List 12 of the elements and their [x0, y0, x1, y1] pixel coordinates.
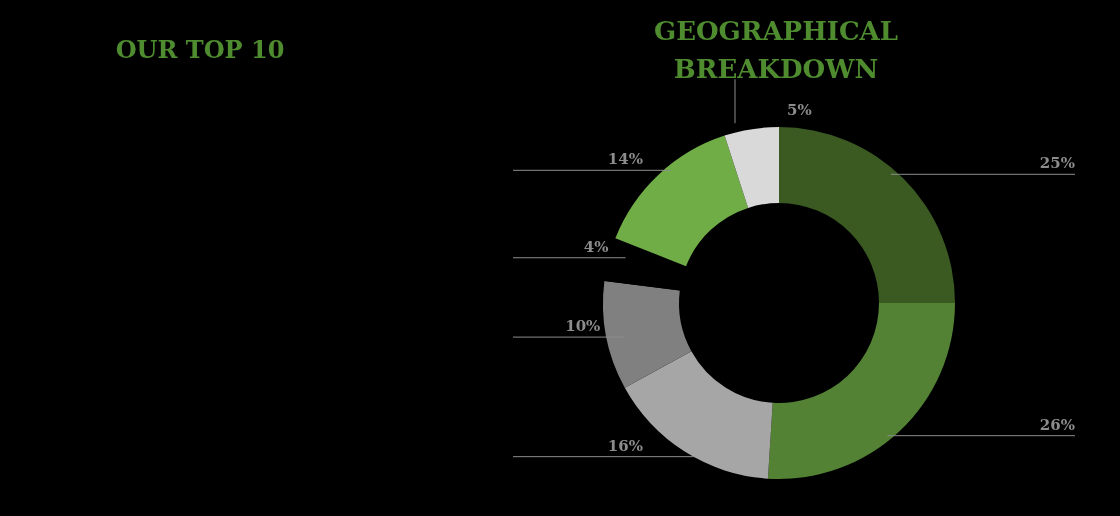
chart-title: GEOGRAPHICAL BREAKDOWN	[653, 16, 899, 84]
data-label: 14%	[607, 150, 643, 169]
text: OUR TOP 10	[115, 35, 285, 64]
donut-slice	[767, 303, 955, 479]
data-label: 4%	[583, 237, 609, 256]
data-label: 16%	[607, 436, 643, 455]
data-label: 25%	[1039, 154, 1075, 173]
donut-slice	[779, 127, 955, 303]
data-label: 10%	[565, 317, 601, 336]
data-label: 26%	[1039, 415, 1075, 434]
data-label: 5%	[787, 101, 812, 120]
donut-slice	[724, 127, 779, 208]
